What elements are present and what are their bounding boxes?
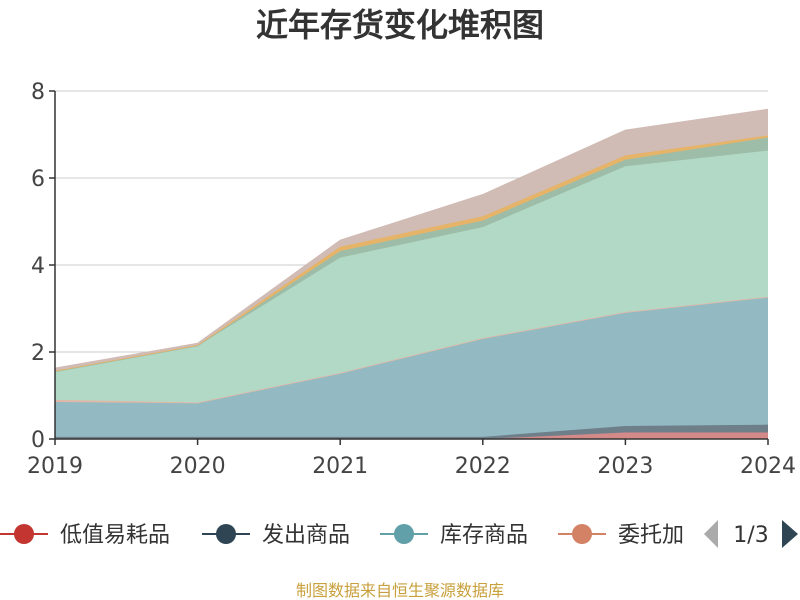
- legend-label: 低值易耗品: [60, 523, 170, 548]
- y-tick-label: 6: [31, 167, 45, 192]
- x-tick-label: 2023: [597, 454, 653, 479]
- legend-item-3[interactable]: 委托加: [558, 523, 684, 548]
- legend-dot-marker: [394, 524, 414, 544]
- legend-page-label: 1/3: [733, 523, 768, 548]
- area-series-line-7: [54, 108, 769, 369]
- x-tick-label: 2021: [312, 454, 368, 479]
- area-series-1: [55, 424, 768, 439]
- legend-dot-marker: [572, 524, 592, 544]
- legend-label: 发出商品: [262, 523, 350, 548]
- y-tick-label: 8: [31, 80, 45, 105]
- y-tick-label: 0: [31, 428, 45, 453]
- legend-dot-marker: [216, 524, 236, 544]
- legend-label: 库存商品: [440, 523, 528, 548]
- axes: 0 2 4 6 8 2019 2020 2021 2022 2023 2024: [27, 80, 796, 479]
- x-tick-label: 2024: [740, 454, 796, 479]
- y-tick-label: 4: [31, 254, 45, 279]
- x-tick-label: 2019: [27, 454, 83, 479]
- triangle-left-icon[interactable]: [704, 520, 718, 548]
- legend-item-2[interactable]: 库存商品: [380, 523, 528, 548]
- legend-pager: 1/3: [704, 520, 798, 548]
- area-series-7: [55, 109, 768, 371]
- triangle-right-icon[interactable]: [782, 520, 798, 548]
- chart-title: 近年存货变化堆积图: [256, 6, 544, 44]
- legend-item-1[interactable]: 发出商品: [202, 523, 350, 548]
- area-series-2: [55, 297, 768, 437]
- legend-label: 委托加: [618, 523, 684, 548]
- legend[interactable]: 低值易耗品 发出商品 库存商品 委托加 1/3: [0, 520, 798, 548]
- y-tick-label: 2: [31, 341, 45, 366]
- area-series-4: [55, 150, 768, 403]
- area-series: [54, 108, 769, 440]
- legend-item-0[interactable]: 低值易耗品: [0, 523, 170, 548]
- legend-dot-marker: [14, 524, 34, 544]
- x-tick-label: 2022: [455, 454, 511, 479]
- x-tick-label: 2020: [170, 454, 226, 479]
- data-source-note: 制图数据来自恒生聚源数据库: [296, 581, 504, 600]
